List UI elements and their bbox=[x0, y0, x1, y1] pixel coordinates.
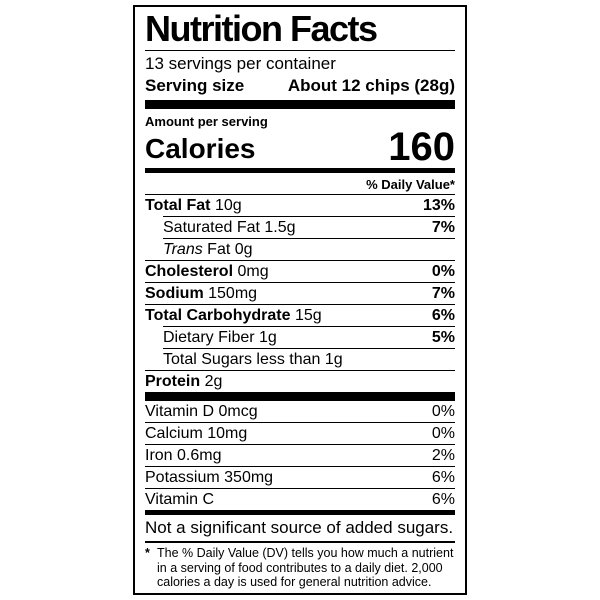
micronutrient-row-iron: Iron 0.6mg 2% bbox=[145, 445, 455, 466]
nutrient-dv: 13% bbox=[422, 196, 455, 214]
daily-value-header: % Daily Value* bbox=[366, 177, 455, 192]
nutrient-name: Dietary Fiber 1g bbox=[163, 328, 277, 346]
micronutrient-name: Potassium 350mg bbox=[145, 468, 274, 486]
divider-thin bbox=[145, 444, 455, 445]
nutrient-name: Total Fat 10g bbox=[145, 196, 242, 214]
divider-footnote bbox=[145, 541, 455, 543]
micronutrient-name: Iron 0.6mg bbox=[145, 446, 222, 464]
divider-thin bbox=[145, 466, 455, 467]
divider-thick bbox=[145, 100, 455, 109]
divider-thin-indented bbox=[163, 216, 455, 217]
nutrient-dv: 7% bbox=[431, 284, 455, 302]
micronutrient-row-vitamin-d: Vitamin D 0mcg 0% bbox=[145, 401, 455, 422]
divider-thin bbox=[145, 50, 455, 51]
divider-thin bbox=[145, 194, 455, 195]
micronutrient-dv: 0% bbox=[431, 402, 455, 420]
divider-thin bbox=[145, 304, 455, 305]
micronutrient-row-potassium: Potassium 350mg 6% bbox=[145, 467, 455, 488]
nutrient-dv: 5% bbox=[431, 328, 455, 346]
divider-thin bbox=[145, 488, 455, 489]
micronutrient-dv: 6% bbox=[431, 468, 455, 486]
nutrient-row-protein: Protein 2g bbox=[145, 371, 455, 392]
divider-medium bbox=[145, 168, 455, 173]
nutrition-facts-label: Nutrition Facts 13 servings per containe… bbox=[133, 5, 467, 595]
divider-thin bbox=[145, 370, 455, 371]
footnote-text: The % Daily Value (DV) tells you how muc… bbox=[157, 546, 454, 589]
divider-thin bbox=[145, 260, 455, 261]
nutrient-row-cholesterol: Cholesterol 0mg 0% bbox=[145, 261, 455, 282]
calories-row: Calories 160 bbox=[145, 125, 455, 169]
nutrient-name: Total Sugars less than 1g bbox=[163, 350, 343, 368]
calories-label: Calories bbox=[145, 133, 256, 164]
nutrient-name: Saturated Fat 1.5g bbox=[163, 218, 296, 236]
divider-thin-indented bbox=[163, 238, 455, 239]
serving-size-label: Serving size bbox=[145, 76, 245, 95]
not-significant-note: Not a significant source of added sugars… bbox=[145, 518, 454, 537]
serving-size-row: Serving size About 12 chips (28g) bbox=[145, 75, 455, 97]
nutrient-row-total-sugars: Total Sugars less than 1g bbox=[145, 349, 455, 370]
nutrient-name: Trans Fat 0g bbox=[163, 240, 253, 258]
micronutrient-row-vitamin-c: Vitamin C 6% bbox=[145, 489, 455, 510]
micronutrient-dv: 2% bbox=[431, 446, 455, 464]
nutrient-name: Sodium 150mg bbox=[145, 284, 258, 302]
amount-per-serving-label: Amount per serving bbox=[145, 114, 268, 129]
nutrient-name: Protein 2g bbox=[145, 372, 223, 390]
micronutrient-name: Vitamin D 0mcg bbox=[145, 402, 258, 420]
divider-thick bbox=[145, 392, 455, 401]
footnote-marker: * bbox=[145, 546, 150, 560]
nutrient-dv: 0% bbox=[431, 262, 455, 280]
nutrient-dv: 6% bbox=[431, 306, 455, 324]
nutrient-row-sodium: Sodium 150mg 7% bbox=[145, 283, 455, 304]
nutrient-name: Total Carbohydrate 15g bbox=[145, 306, 322, 324]
divider-medium bbox=[145, 510, 455, 515]
nutrient-row-total-carbohydrate: Total Carbohydrate 15g 6% bbox=[145, 305, 455, 326]
calories-value: 160 bbox=[388, 125, 455, 169]
micronutrient-dv: 6% bbox=[431, 490, 455, 508]
micronutrient-name: Vitamin C bbox=[145, 490, 215, 508]
nutrient-name: Cholesterol 0mg bbox=[145, 262, 269, 280]
nutrient-row-saturated-fat: Saturated Fat 1.5g 7% bbox=[145, 217, 455, 238]
divider-thin bbox=[145, 422, 455, 423]
nutrition-facts-title: Nutrition Facts bbox=[145, 8, 378, 49]
micronutrient-name: Calcium 10mg bbox=[145, 424, 248, 442]
divider-thin-indented bbox=[163, 348, 455, 349]
nutrient-row-dietary-fiber: Dietary Fiber 1g 5% bbox=[145, 327, 455, 348]
nutrient-row-total-fat: Total Fat 10g 13% bbox=[145, 195, 455, 216]
servings-per-container: 13 servings per container bbox=[145, 54, 336, 73]
micronutrient-row-calcium: Calcium 10mg 0% bbox=[145, 423, 455, 444]
divider-thin bbox=[145, 282, 455, 283]
serving-size-value: About 12 chips (28g) bbox=[287, 76, 455, 95]
nutrient-row-trans-fat: Trans Fat 0g bbox=[145, 239, 455, 260]
micronutrient-dv: 0% bbox=[431, 424, 455, 442]
divider-thin-indented bbox=[163, 326, 455, 327]
daily-value-footnote: * The % Daily Value (DV) tells you how m… bbox=[145, 543, 455, 590]
nutrient-dv: 7% bbox=[431, 218, 455, 236]
